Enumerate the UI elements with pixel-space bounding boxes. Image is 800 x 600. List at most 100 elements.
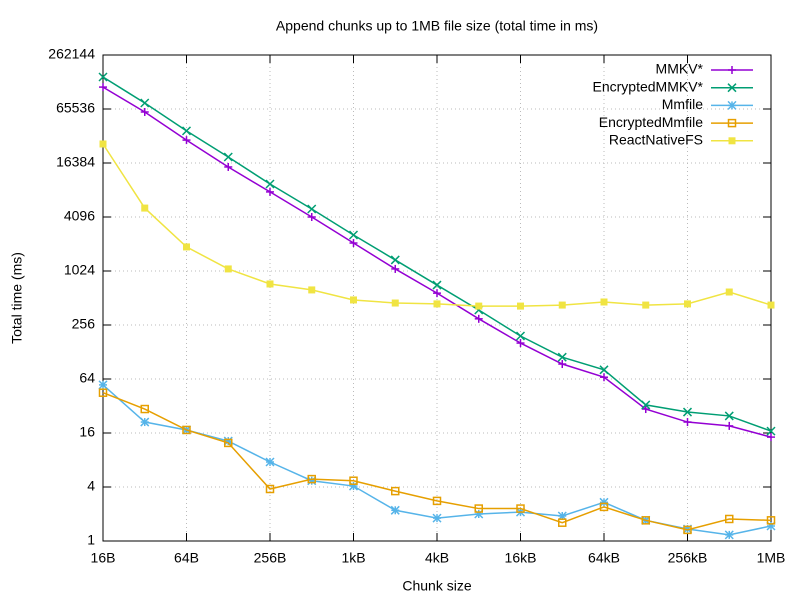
marker-square [517, 302, 524, 310]
marker-stroke [98, 72, 108, 82]
marker [600, 373, 608, 382]
y-tick-label: 64 [79, 370, 95, 386]
marker [307, 476, 317, 486]
marker [641, 400, 651, 410]
marker-stroke [348, 230, 359, 240]
marker-stroke [307, 476, 317, 486]
marker [474, 314, 483, 323]
marker [767, 433, 775, 442]
marker [683, 525, 692, 535]
marker-square [99, 140, 107, 148]
marker-square [391, 486, 400, 496]
marker-stroke [140, 417, 150, 427]
marker-square [140, 404, 149, 414]
marker [516, 339, 525, 348]
marker-square [307, 474, 316, 484]
y-tick-label: 1 [87, 532, 95, 548]
marker [140, 404, 149, 414]
marker-stroke [727, 100, 737, 110]
marker [725, 288, 733, 296]
marker-stroke [599, 497, 609, 507]
marker [266, 280, 274, 288]
y-tick-label: 256 [72, 316, 96, 332]
marker-stroke [307, 204, 317, 214]
marker [99, 83, 107, 92]
series-line [102, 392, 772, 531]
marker [728, 66, 736, 74]
marker [349, 476, 358, 485]
marker-square [266, 280, 274, 288]
marker-square [141, 204, 149, 212]
y-tick-label: 262144 [48, 46, 95, 62]
marker [433, 289, 441, 298]
marker [432, 496, 442, 506]
plot-border [102, 54, 772, 542]
marker-stroke [682, 407, 693, 417]
marker [724, 530, 734, 540]
marker [641, 516, 650, 525]
marker-stroke [265, 179, 275, 189]
marker [183, 243, 190, 251]
marker [599, 365, 609, 375]
x-tick-label: 4kB [425, 550, 449, 566]
marker [516, 504, 525, 513]
y-tick-label: 65536 [56, 100, 95, 116]
marker [558, 360, 567, 369]
marker [348, 230, 359, 240]
marker-square [600, 298, 608, 306]
marker [265, 457, 275, 467]
marker [724, 411, 734, 421]
marker [308, 286, 316, 294]
marker-stroke [599, 365, 609, 375]
marker-stroke [724, 411, 734, 421]
marker [727, 118, 737, 128]
marker [265, 179, 275, 189]
y-tick-label: 4096 [64, 208, 95, 224]
marker-square [224, 438, 233, 448]
marker [391, 264, 400, 273]
marker [474, 504, 483, 513]
marker-square [224, 265, 232, 273]
marker-stroke [766, 426, 776, 436]
marker-stroke [223, 152, 233, 162]
marker [599, 497, 609, 507]
marker [307, 204, 317, 214]
marker-square [725, 514, 734, 524]
marker [728, 137, 736, 145]
x-tick-label: 1MB [757, 550, 786, 566]
marker-square [641, 516, 650, 525]
marker [475, 302, 483, 310]
marker-square [683, 525, 692, 535]
legend-label: EncryptedMmfile [599, 114, 703, 130]
marker-stroke [432, 513, 442, 523]
marker [348, 481, 359, 491]
legend-label: EncryptedMMKV* [593, 78, 704, 94]
marker-stroke [515, 331, 526, 341]
marker [684, 300, 691, 308]
marker-square [391, 299, 399, 307]
marker-square [265, 484, 275, 494]
marker-square [599, 502, 609, 512]
marker [224, 438, 233, 448]
marker-square [725, 288, 733, 296]
x-tick-label: 256B [254, 550, 287, 566]
marker [223, 436, 233, 446]
marker [350, 296, 357, 304]
marker [141, 204, 149, 212]
marker [307, 213, 316, 221]
marker [265, 484, 275, 494]
marker [600, 298, 608, 306]
marker [99, 140, 107, 148]
marker [390, 255, 400, 265]
marker-square [728, 137, 736, 145]
legend-label: MMKV* [656, 61, 704, 77]
marker [558, 518, 567, 527]
y-axis-label: Total time (ms) [9, 252, 25, 344]
marker-stroke [223, 436, 233, 446]
marker [767, 301, 775, 309]
marker-square [684, 300, 691, 308]
y-tick-label: 16 [79, 424, 95, 440]
marker-square [308, 286, 316, 294]
